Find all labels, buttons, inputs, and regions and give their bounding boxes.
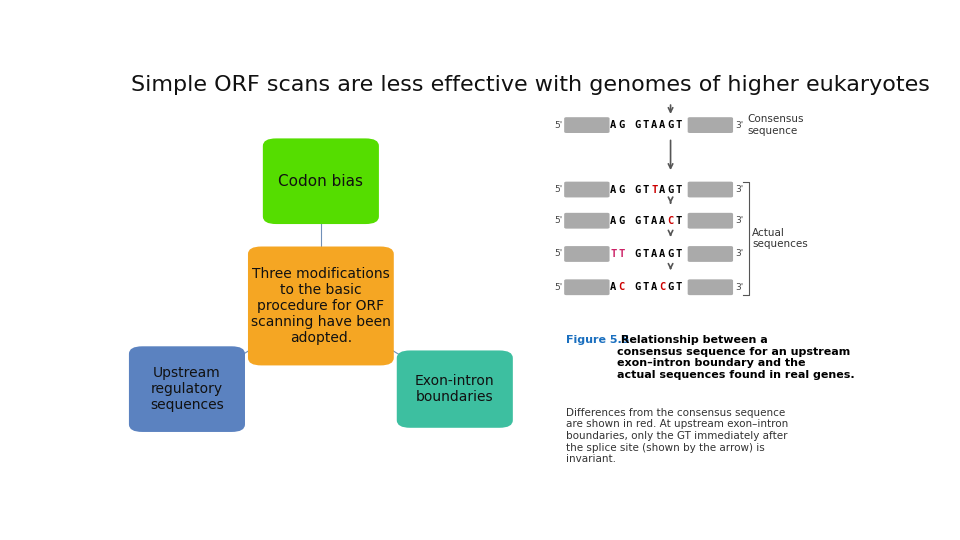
Text: G: G [618,120,625,130]
FancyBboxPatch shape [687,181,733,198]
Text: Codon bias: Codon bias [278,174,364,188]
Text: T: T [676,282,682,292]
Text: 3': 3' [735,283,744,292]
Text: G: G [667,282,674,292]
Text: T: T [643,249,649,259]
Text: 3': 3' [735,216,744,225]
FancyBboxPatch shape [687,117,733,133]
Text: G: G [635,282,641,292]
Text: T: T [676,249,682,259]
FancyBboxPatch shape [129,346,245,432]
Text: C: C [667,215,674,226]
Text: Exon-intron
boundaries: Exon-intron boundaries [415,374,494,404]
FancyBboxPatch shape [564,246,610,262]
Text: A: A [660,249,665,259]
Text: C: C [618,282,625,292]
Text: G: G [618,185,625,194]
Text: T: T [618,249,625,259]
Text: A: A [651,249,658,259]
Text: G: G [618,215,625,226]
FancyBboxPatch shape [564,117,610,133]
Text: 3': 3' [735,249,744,259]
FancyBboxPatch shape [248,246,394,366]
Text: T: T [676,120,682,130]
Text: A: A [651,282,658,292]
FancyBboxPatch shape [564,181,610,198]
Text: Figure 5.5: Figure 5.5 [566,335,630,345]
Text: A: A [660,215,665,226]
Text: A: A [611,185,616,194]
Text: G: G [667,249,674,259]
Text: 3': 3' [735,120,744,130]
Text: G: G [635,185,641,194]
Text: A: A [651,120,658,130]
Text: G: G [635,120,641,130]
Text: G: G [635,249,641,259]
Text: T: T [676,185,682,194]
Text: 5': 5' [555,283,563,292]
Text: T: T [643,215,649,226]
Text: T: T [643,282,649,292]
Text: Differences from the consensus sequence
are shown in red. At upstream exon–intro: Differences from the consensus sequence … [566,408,789,464]
Text: Actual
sequences: Actual sequences [753,227,808,249]
FancyBboxPatch shape [687,279,733,295]
Text: A: A [651,215,658,226]
Text: T: T [611,249,616,259]
Text: A: A [660,120,665,130]
Text: 3': 3' [735,185,744,194]
Text: G: G [667,120,674,130]
Text: Upstream
regulatory
sequences: Upstream regulatory sequences [150,366,224,413]
Text: 5': 5' [555,249,563,259]
Text: Three modifications
to the basic
procedure for ORF
scanning have been
adopted.: Three modifications to the basic procedu… [251,267,391,346]
Text: T: T [643,185,649,194]
FancyBboxPatch shape [687,246,733,262]
Text: 5': 5' [555,185,563,194]
FancyBboxPatch shape [564,213,610,228]
FancyBboxPatch shape [263,138,379,224]
Text: Consensus
sequence: Consensus sequence [747,114,804,136]
Text: T: T [651,185,658,194]
Text: A: A [611,120,616,130]
Text: G: G [667,185,674,194]
Text: Simple ORF scans are less effective with genomes of higher eukaryotes: Simple ORF scans are less effective with… [132,75,930,95]
Text: T: T [643,120,649,130]
Text: Relationship between a
consensus sequence for an upstream
exon–intron boundary a: Relationship between a consensus sequenc… [617,335,854,380]
Text: C: C [660,282,665,292]
FancyBboxPatch shape [687,213,733,228]
Text: G: G [635,215,641,226]
Text: A: A [660,185,665,194]
Text: A: A [611,282,616,292]
Text: 5': 5' [555,216,563,225]
FancyBboxPatch shape [396,350,513,428]
FancyBboxPatch shape [564,279,610,295]
Text: T: T [676,215,682,226]
Text: 5': 5' [555,120,563,130]
Text: A: A [611,215,616,226]
